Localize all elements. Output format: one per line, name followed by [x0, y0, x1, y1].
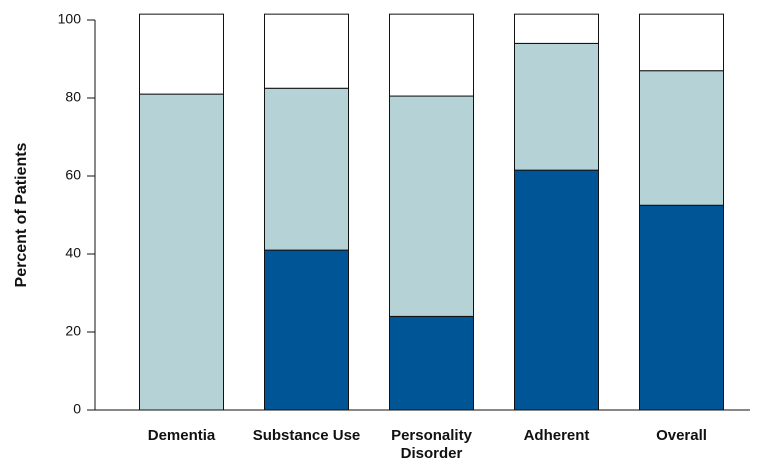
- bar-segment: [389, 95, 474, 317]
- x-tick-label: Substance Use: [252, 427, 361, 444]
- bar-segment: [264, 249, 349, 411]
- y-tick-label: 60: [65, 167, 81, 183]
- x-tick-label: Overall: [656, 427, 707, 444]
- bar-segment: [639, 13, 724, 72]
- bar-segment: [514, 42, 599, 171]
- bar-segment: [139, 93, 224, 411]
- y-tick-label: 40: [65, 245, 81, 261]
- bar-segment: [514, 13, 599, 44]
- bar-segment: [389, 13, 474, 97]
- bar-segment: [139, 13, 224, 95]
- bar-segment: [264, 87, 349, 251]
- y-tick-label: 20: [65, 323, 81, 339]
- y-tick-label: 0: [73, 401, 81, 417]
- bar-segment: [514, 169, 599, 411]
- bar-segment: [639, 70, 724, 206]
- x-tick-label: Adherent: [523, 427, 590, 444]
- y-tick-label: 100: [58, 11, 82, 27]
- y-tick-label: 80: [65, 89, 81, 105]
- x-tick-label: Dementia: [147, 427, 216, 444]
- y-axis-label: Percent of Patients: [13, 142, 30, 287]
- bar-segment: [389, 315, 474, 411]
- x-tick-label: Personality Disorder: [391, 427, 472, 462]
- bar-segment: [639, 204, 724, 411]
- bar-segment: [264, 13, 349, 89]
